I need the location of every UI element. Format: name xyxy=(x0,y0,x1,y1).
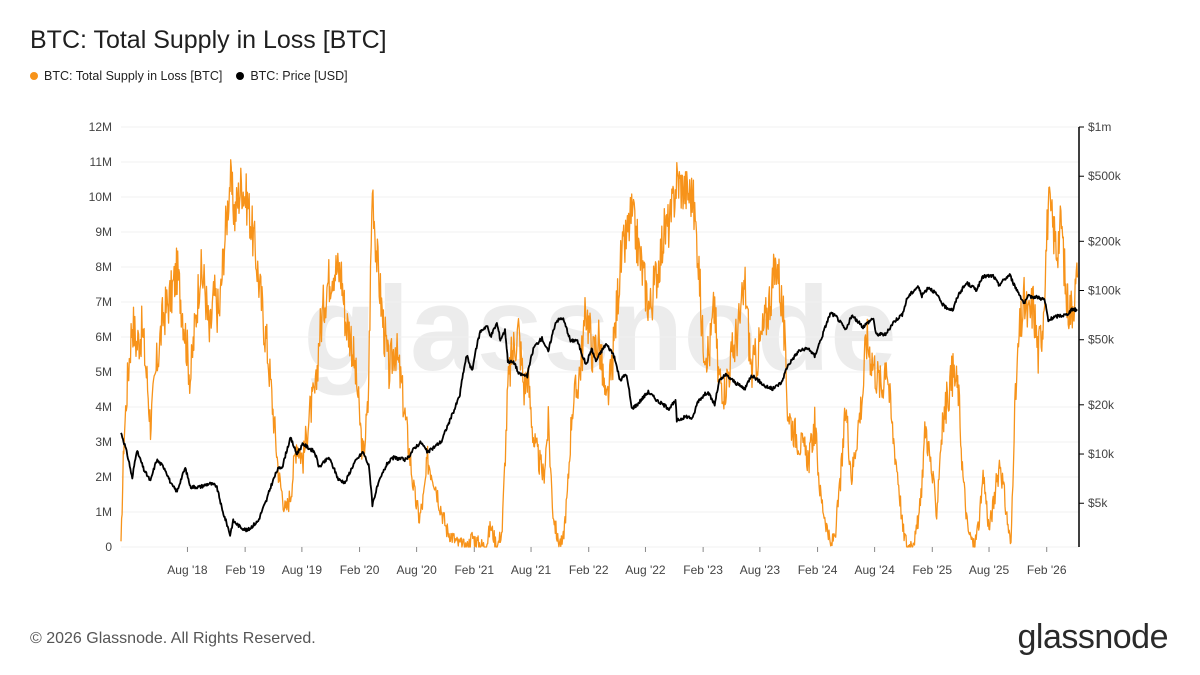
x-tick-label: Feb '21 xyxy=(454,563,494,577)
x-tick-label: Feb '24 xyxy=(798,563,838,577)
chart-series xyxy=(120,159,1079,548)
y-left-tick-label: 4M xyxy=(95,400,112,414)
y-left-tick-label: 9M xyxy=(95,225,112,239)
x-tick-label: Aug '21 xyxy=(511,563,552,577)
x-tick-label: Aug '20 xyxy=(396,563,437,577)
x-tick-label: Feb '19 xyxy=(225,563,265,577)
chart-legend: BTC: Total Supply in Loss [BTC] BTC: Pri… xyxy=(30,69,348,83)
x-tick-label: Feb '25 xyxy=(912,563,952,577)
series-line-supply-in-loss xyxy=(120,159,1079,548)
x-tick-label: Aug '24 xyxy=(854,563,895,577)
x-tick-label: Feb '23 xyxy=(683,563,723,577)
y-left-tick-label: 3M xyxy=(95,435,112,449)
y-right-tick-label: $1m xyxy=(1088,120,1111,134)
x-tick-label: Aug '22 xyxy=(625,563,666,577)
y-right-tick-label: $500k xyxy=(1088,169,1122,183)
y-left-tick-label: 8M xyxy=(95,260,112,274)
footer-copyright: © 2026 Glassnode. All Rights Reserved. xyxy=(30,630,316,647)
watermark: glassnode xyxy=(303,262,897,396)
y-right-tick-label: $20k xyxy=(1088,398,1115,412)
x-tick-label: Feb '22 xyxy=(569,563,609,577)
x-tick-label: Feb '26 xyxy=(1027,563,1067,577)
y-left-tick-label: 6M xyxy=(95,330,112,344)
legend-item-price[interactable]: BTC: Price [USD] xyxy=(236,69,348,83)
footer-logo[interactable]: glassnode xyxy=(1017,618,1168,656)
y-right-tick-label: $10k xyxy=(1088,447,1115,461)
y-right-tick-label: $50k xyxy=(1088,333,1115,347)
y-left-tick-label: 2M xyxy=(95,470,112,484)
y-left-tick-label: 5M xyxy=(95,365,112,379)
y-right-tick-label: $200k xyxy=(1088,234,1122,248)
page-title: BTC: Total Supply in Loss [BTC] xyxy=(30,26,387,54)
x-tick-label: Aug '25 xyxy=(969,563,1010,577)
legend-label-price: BTC: Price [USD] xyxy=(250,69,348,83)
x-tick-label: Aug '18 xyxy=(167,563,208,577)
y-left-tick-label: 11M xyxy=(90,155,112,169)
legend-marker-price xyxy=(236,72,245,80)
y-left-tick-label: 1M xyxy=(95,505,112,519)
x-tick-label: Aug '23 xyxy=(740,563,781,577)
legend-marker-supply-in-loss xyxy=(30,72,38,80)
legend-item-supply-in-loss[interactable]: BTC: Total Supply in Loss [BTC] xyxy=(30,69,222,83)
y-left-tick-label: 12M xyxy=(89,120,112,134)
legend-label-supply-in-loss: BTC: Total Supply in Loss [BTC] xyxy=(44,69,223,83)
y-left-tick-label: 0 xyxy=(105,540,112,554)
series-line-price xyxy=(120,273,1078,537)
x-tick-label: Feb '20 xyxy=(340,563,380,577)
y-left-tick-label: 10M xyxy=(89,190,112,204)
y-left-tick-label: 7M xyxy=(95,295,112,309)
y-right-tick-label: $5k xyxy=(1088,496,1108,510)
x-tick-label: Aug '19 xyxy=(282,563,323,577)
y-right-tick-label: $100k xyxy=(1088,284,1122,298)
